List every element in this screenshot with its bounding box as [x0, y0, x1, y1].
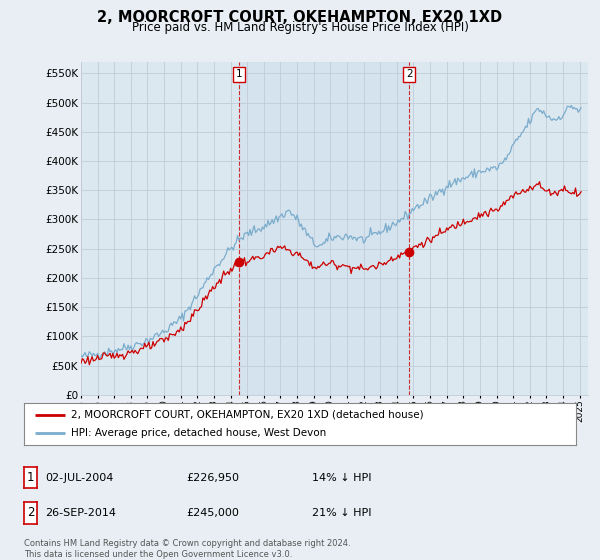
Text: £245,000: £245,000 [186, 508, 239, 518]
Text: 21% ↓ HPI: 21% ↓ HPI [312, 508, 371, 518]
Text: 26-SEP-2014: 26-SEP-2014 [45, 508, 116, 518]
Text: 2: 2 [406, 69, 413, 80]
Text: 1: 1 [27, 471, 34, 484]
Text: HPI: Average price, detached house, West Devon: HPI: Average price, detached house, West… [71, 428, 326, 438]
Text: 02-JUL-2004: 02-JUL-2004 [45, 473, 113, 483]
Text: £226,950: £226,950 [186, 473, 239, 483]
Text: Contains HM Land Registry data © Crown copyright and database right 2024.
This d: Contains HM Land Registry data © Crown c… [24, 539, 350, 559]
Bar [239, 62, 409, 395]
Text: 1: 1 [236, 69, 242, 80]
Text: Price paid vs. HM Land Registry's House Price Index (HPI): Price paid vs. HM Land Registry's House … [131, 21, 469, 34]
Text: 14% ↓ HPI: 14% ↓ HPI [312, 473, 371, 483]
Text: 2: 2 [27, 506, 34, 520]
Text: 2, MOORCROFT COURT, OKEHAMPTON, EX20 1XD: 2, MOORCROFT COURT, OKEHAMPTON, EX20 1XD [97, 10, 503, 25]
Text: 2, MOORCROFT COURT, OKEHAMPTON, EX20 1XD (detached house): 2, MOORCROFT COURT, OKEHAMPTON, EX20 1XD… [71, 410, 424, 420]
